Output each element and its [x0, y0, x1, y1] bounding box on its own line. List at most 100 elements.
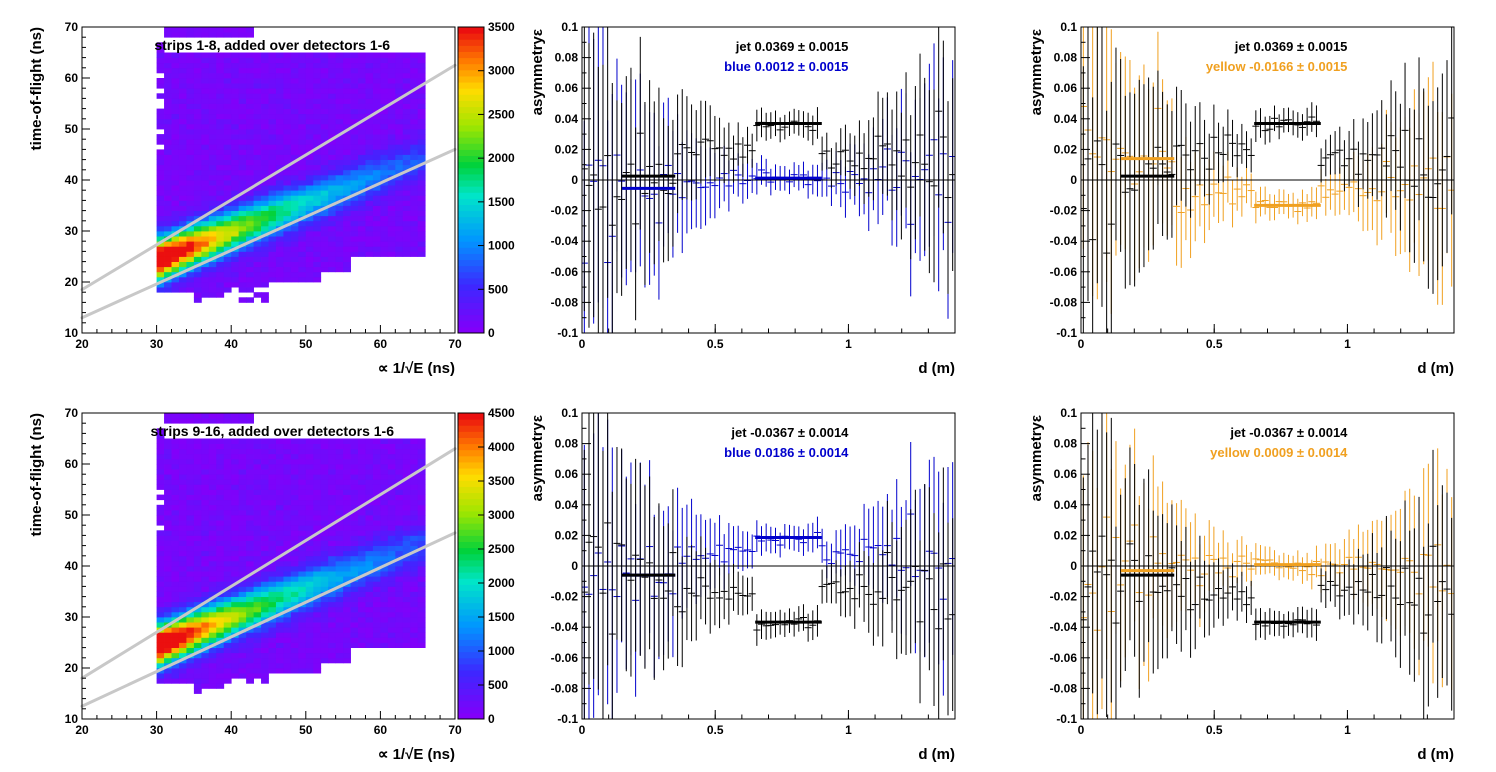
y-tick-label: -0.08 [551, 295, 579, 309]
colorbar-band [458, 602, 484, 610]
colorbar-band [458, 45, 484, 52]
x-tick-label: 30 [150, 723, 164, 737]
y-tick-label: -0.02 [1050, 590, 1078, 604]
colorbar-band [458, 535, 484, 543]
y-tick-label: -0.08 [551, 681, 579, 695]
series-jet [582, 27, 955, 333]
x-tick-label: 1 [845, 337, 852, 351]
colorbar-band [458, 645, 484, 653]
y-tick-label: 20 [65, 275, 79, 289]
colorbar-band [458, 590, 484, 598]
colorbar-band [458, 27, 484, 34]
legend-label: blue [724, 445, 751, 460]
legend-value: 0.0012 ± 0.0015 [755, 59, 849, 74]
y-tick-label: -0.04 [551, 620, 579, 634]
x-tick-label: 0 [579, 723, 586, 737]
y-tick-label: 0.1 [561, 20, 578, 34]
band-line [80, 147, 457, 320]
colorbar-band [458, 670, 484, 677]
colorbar-band [458, 284, 484, 291]
colorbar-band [458, 547, 484, 555]
colorbar-band [458, 712, 484, 720]
y-tick-label: 30 [65, 224, 79, 238]
x-axis-label: d (m) [1417, 360, 1454, 377]
colorbar-band [458, 131, 484, 138]
y-tick-label: 0.08 [555, 437, 579, 451]
colorbar-band [458, 425, 484, 432]
data-points [1081, 413, 1454, 719]
colorbar-band [458, 57, 484, 65]
x-tick-label: 0.5 [707, 723, 724, 737]
colorbar-band [458, 161, 484, 169]
colorbar-band [458, 296, 484, 303]
x-tick-label: 0.5 [1206, 723, 1223, 737]
legend-value: -0.0166 ± 0.0015 [1249, 59, 1347, 74]
legend-entry: jet -0.0367 ± 0.0014 [1229, 425, 1348, 440]
colorbar-band [458, 314, 484, 322]
colorbar-band [458, 700, 484, 708]
colorbar-band [458, 94, 484, 101]
colorbar-band [458, 137, 484, 144]
colorbar-band [458, 419, 484, 426]
colorbar-band [458, 614, 484, 622]
colorbar-tick-label: 3000 [488, 64, 515, 78]
colorbar-frame [457, 412, 485, 720]
x-axis-label: ∝ 1/√E (ns) [378, 746, 455, 763]
colorbar-band [458, 443, 484, 451]
data-points [582, 27, 955, 333]
colorbar-band [458, 676, 484, 683]
colorbar-band [458, 608, 484, 616]
colorbar-band [458, 657, 484, 665]
heatmap-cells [156, 413, 426, 694]
colorbar-band [458, 633, 484, 640]
colorbar-band [458, 88, 484, 95]
series-jet [1081, 27, 1454, 333]
y-tick-label: -0.08 [1050, 681, 1078, 695]
colorbar-frame [457, 26, 485, 334]
colorbar-band [458, 553, 484, 561]
asym-1-8-blue: 0 0.5 1 -0.1 -0.08 -0.06 -0.04 -0.02 0 0.02 0.04 0.… [529, 20, 956, 377]
colorbar-band [458, 118, 484, 126]
colorbar-band [458, 326, 484, 334]
colorbar: 0 500 1000 1500 2000 2500 3000 3500 [457, 20, 515, 340]
colorbar-band [458, 124, 484, 132]
colorbar-band [458, 694, 484, 702]
colorbar-band [458, 578, 484, 585]
colorbar-tick-label: 0 [488, 326, 495, 340]
colorbar-band [458, 39, 484, 46]
colorbar-band [458, 271, 484, 279]
colorbar-band [458, 149, 484, 157]
plot-title: strips 9-16, added over detectors 1-6 [150, 423, 394, 439]
y-tick-label: -0.02 [551, 590, 579, 604]
colorbar-band [458, 143, 484, 150]
y-tick-label: 0.06 [1054, 467, 1078, 481]
colorbar-band [458, 155, 484, 163]
y-axis-label: time-of-flight (ns) [28, 27, 45, 150]
colorbar-band [458, 241, 484, 248]
colorbar-tick-label: 2000 [488, 151, 515, 165]
legend-label: jet [730, 425, 747, 440]
y-tick-label: 0.04 [1054, 498, 1078, 512]
colorbar-tick-label: 0 [488, 712, 495, 726]
y-tick-label: -0.06 [551, 265, 579, 279]
x-tick-label: 60 [374, 723, 388, 737]
legend-value: 0.0369 ± 0.0015 [755, 39, 849, 54]
colorbar-tick-label: 2500 [488, 542, 515, 556]
y-tick-label: -0.04 [1050, 234, 1078, 248]
colorbar-tick-label: 3500 [488, 474, 515, 488]
colorbar-band [458, 663, 484, 671]
y-tick-label: 70 [65, 406, 79, 420]
colorbar-band [458, 192, 484, 199]
y-tick-label: 0.04 [555, 112, 579, 126]
x-tick-label: 1 [1344, 723, 1351, 737]
y-tick-label: 0.02 [555, 528, 579, 542]
legend-label: yellow [1206, 59, 1247, 74]
y-tick-label: 50 [65, 508, 79, 522]
x-axis-label: d (m) [918, 360, 955, 377]
x-tick-label: 0 [579, 337, 586, 351]
colorbar-band [458, 180, 484, 187]
colorbar-band [458, 584, 484, 591]
y-tick-label: 40 [65, 559, 79, 573]
